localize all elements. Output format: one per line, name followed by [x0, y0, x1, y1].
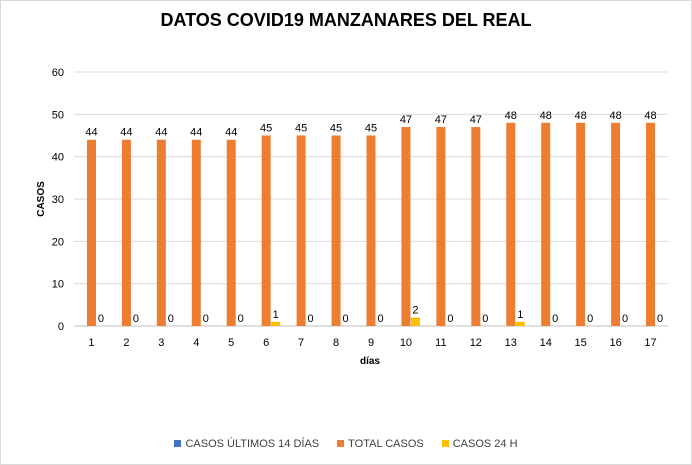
data-label-series2-11: 47	[435, 114, 447, 126]
data-label-series2-6: 45	[260, 123, 272, 135]
data-label-series3-15: 0	[587, 313, 593, 325]
legend-swatch	[441, 440, 449, 447]
bar-series2-14	[541, 122, 551, 326]
data-label-series3-11: 0	[447, 313, 453, 325]
x-tick-label: 12	[470, 337, 482, 349]
bar-series3-10	[410, 317, 420, 326]
x-tick-label: 2	[123, 337, 129, 349]
x-tick-label: 7	[298, 337, 304, 349]
data-label-series2-8: 45	[330, 123, 342, 135]
data-label-series2-14: 48	[540, 110, 552, 122]
legend-label: CASOS ÚLTIMOS 14 DÍAS	[185, 438, 320, 450]
legend-swatch	[337, 440, 345, 447]
y-tick-label: 20	[52, 236, 64, 248]
x-tick-label: 16	[609, 337, 621, 349]
y-tick-label: 40	[52, 152, 64, 164]
bar-series2-10	[401, 127, 411, 327]
data-label-series3-10: 2	[412, 305, 418, 317]
data-label-series3-13: 1	[517, 309, 523, 321]
data-label-series2-15: 48	[575, 110, 587, 122]
bar-series2-12	[471, 127, 481, 327]
bar-series2-16	[611, 122, 621, 326]
x-tick-label: 3	[158, 337, 164, 349]
chart-title: DATOS COVID19 MANZANARES DEL REAL	[160, 10, 532, 30]
bar-series2-3	[156, 139, 166, 326]
bars-layer	[86, 122, 656, 327]
data-label-series3-12: 0	[482, 313, 488, 325]
data-label-series2-1: 44	[85, 127, 97, 139]
data-label-series2-10: 47	[400, 114, 412, 126]
bar-series3-13	[515, 321, 525, 326]
data-label-series3-8: 0	[342, 313, 348, 325]
x-tick-label: 10	[400, 337, 412, 349]
legend-label: CASOS 24 H	[452, 438, 518, 450]
data-label-series2-12: 47	[470, 114, 482, 126]
data-label-series2-4: 44	[190, 127, 202, 139]
x-tick-label: 9	[368, 337, 374, 349]
data-label-series3-6: 1	[273, 309, 279, 321]
bar-series2-1	[86, 139, 96, 326]
labels-layer: 0102030405060440144024403440444054516450…	[52, 67, 663, 349]
bar-series2-13	[506, 122, 516, 326]
data-label-series2-17: 48	[644, 110, 656, 122]
data-label-series2-5: 44	[225, 127, 237, 139]
data-label-series3-2: 0	[133, 313, 139, 325]
bar-series2-4	[191, 139, 201, 326]
x-tick-label: 4	[193, 337, 199, 349]
x-axis-title: días	[360, 356, 380, 367]
data-label-series3-4: 0	[203, 313, 209, 325]
x-tick-label: 5	[228, 337, 234, 349]
data-label-series3-16: 0	[622, 313, 628, 325]
x-tick-label: 17	[644, 337, 656, 349]
y-axis-title: CASOS	[36, 181, 47, 217]
x-tick-label: 14	[540, 337, 552, 349]
x-tick-label: 6	[263, 337, 269, 349]
data-label-series3-9: 0	[377, 313, 383, 325]
x-tick-label: 15	[575, 337, 587, 349]
data-label-series3-3: 0	[168, 313, 174, 325]
bar-series3-6	[271, 321, 281, 326]
bar-series2-7	[296, 135, 306, 326]
data-label-series3-14: 0	[552, 313, 558, 325]
legend-item-series1: CASOS ÚLTIMOS 14 DÍAS	[174, 438, 319, 450]
bar-series2-9	[366, 135, 376, 326]
data-label-series2-16: 48	[609, 110, 621, 122]
legend-label: TOTAL CASOS	[348, 438, 424, 450]
x-tick-label: 13	[505, 337, 517, 349]
bar-series2-11	[436, 127, 446, 327]
data-label-series3-1: 0	[98, 313, 104, 325]
x-tick-label: 8	[333, 337, 339, 349]
legend-item-series3: CASOS 24 H	[441, 438, 518, 450]
bar-series2-2	[121, 139, 131, 326]
data-label-series2-7: 45	[295, 123, 307, 135]
bar-series2-6	[261, 135, 271, 326]
data-label-series3-7: 0	[308, 313, 314, 325]
legend: CASOS ÚLTIMOS 14 DÍAS TOTAL CASOS CASOS 24…	[0, 438, 692, 450]
data-label-series3-17: 0	[657, 313, 663, 325]
bar-series2-15	[576, 122, 586, 326]
y-tick-label: 60	[52, 67, 64, 79]
y-tick-label: 0	[58, 321, 64, 333]
data-label-series2-9: 45	[365, 123, 377, 135]
y-tick-label: 50	[52, 109, 64, 121]
y-tick-label: 10	[52, 279, 64, 291]
data-label-series2-2: 44	[120, 127, 132, 139]
legend-item-series2: TOTAL CASOS	[337, 438, 424, 450]
data-label-series3-5: 0	[238, 313, 244, 325]
bar-series2-17	[646, 122, 656, 326]
data-label-series2-3: 44	[155, 127, 167, 139]
bar-series2-5	[226, 139, 236, 326]
x-tick-label: 11	[435, 337, 446, 349]
x-tick-label: 1	[88, 337, 94, 349]
bar-series2-8	[331, 135, 341, 326]
legend-swatch	[174, 440, 182, 447]
y-tick-label: 30	[52, 194, 64, 206]
data-label-series2-13: 48	[505, 110, 517, 122]
